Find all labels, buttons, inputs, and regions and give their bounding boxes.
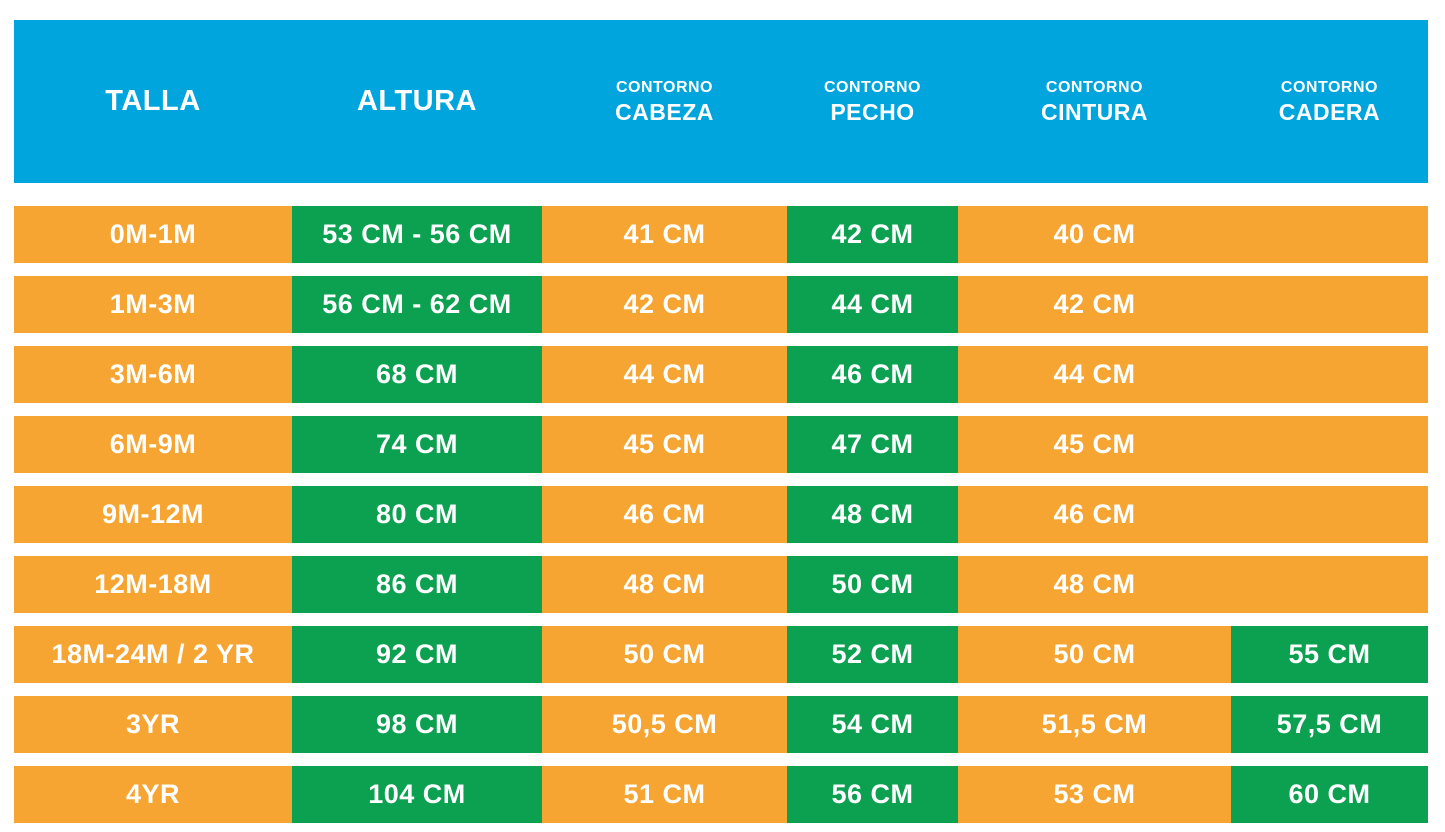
table-cell-50-cm: 50 CM xyxy=(541,626,787,683)
table-cell-54-cm: 54 CM xyxy=(787,696,958,753)
table-cell-empty xyxy=(1230,206,1428,263)
table-cell-104-cm: 104 CM xyxy=(291,766,542,823)
column-header-label: PECHO xyxy=(830,99,915,126)
table-cell-0m-1m: 0M-1M xyxy=(14,206,292,263)
column-header-label: CADERA xyxy=(1278,99,1381,126)
table-cell-1m-3m: 1M-3M xyxy=(14,276,292,333)
table-header-row: TALLA ALTURA CONTORNO CABEZA CONTORNO PECHO CO… xyxy=(14,20,1428,183)
table-cell-68-cm: 68 CM xyxy=(291,346,542,403)
table-cell-empty xyxy=(1230,346,1428,403)
table-cell-80-cm: 80 CM xyxy=(291,486,542,543)
column-header-label: TALLA xyxy=(105,84,201,117)
table-cell-50-cm: 50 CM xyxy=(787,556,958,613)
table-cell-52-cm: 52 CM xyxy=(787,626,958,683)
table-body: 0M-1M 53 CM - 56 CM 41 CM 42 CM 40 CM 1M-3M 56… xyxy=(14,206,1428,823)
table-cell-57-5-cm: 57,5 CM xyxy=(1230,696,1428,753)
table-cell-44-cm: 44 CM xyxy=(541,346,787,403)
column-header-top-label: CONTORNO xyxy=(823,79,921,97)
table-cell-50-cm: 50 CM xyxy=(957,626,1231,683)
table-cell-3m-6m: 3M-6M xyxy=(14,346,292,403)
table-cell-6m-9m: 6M-9M xyxy=(14,416,292,473)
table-row: 4YR 104 CM 51 CM 56 CM 53 CM 60 CM xyxy=(14,766,1428,823)
table-cell-98-cm: 98 CM xyxy=(291,696,542,753)
column-header-talla: TALLA xyxy=(14,20,292,183)
table-cell-45-cm: 45 CM xyxy=(541,416,787,473)
table-cell-48-cm: 48 CM xyxy=(787,486,958,543)
table-row: 0M-1M 53 CM - 56 CM 41 CM 42 CM 40 CM xyxy=(14,206,1428,263)
table-cell-60-cm: 60 CM xyxy=(1230,766,1428,823)
table-cell-46-cm: 46 CM xyxy=(787,346,958,403)
table-cell-12m-18m: 12M-18M xyxy=(14,556,292,613)
column-header-pecho: CONTORNO PECHO xyxy=(787,20,958,183)
table-cell-46-cm: 46 CM xyxy=(541,486,787,543)
table-cell-empty xyxy=(1230,416,1428,473)
column-header-label: CABEZA xyxy=(615,99,714,126)
column-header-top-label: CONTORNO xyxy=(615,79,713,97)
table-cell-42-cm: 42 CM xyxy=(957,276,1231,333)
table-cell-18m-24m-2-yr: 18M-24M / 2 YR xyxy=(14,626,292,683)
column-header-altura: ALTURA xyxy=(292,20,542,183)
column-header-top-label: CONTORNO xyxy=(1045,79,1143,97)
table-cell-42-cm: 42 CM xyxy=(787,206,958,263)
table-cell-9m-12m: 9M-12M xyxy=(14,486,292,543)
table-cell-53-cm-56-cm: 53 CM - 56 CM xyxy=(291,206,542,263)
size-chart-table: TALLA ALTURA CONTORNO CABEZA CONTORNO PECHO CO… xyxy=(14,20,1428,823)
table-cell-3yr: 3YR xyxy=(14,696,292,753)
column-header-top-label: CONTORNO xyxy=(1280,79,1378,97)
table-row: 12M-18M 86 CM 48 CM 50 CM 48 CM xyxy=(14,556,1428,613)
table-cell-46-cm: 46 CM xyxy=(957,486,1231,543)
column-header-label: ALTURA xyxy=(356,84,477,117)
column-header-cabeza: CONTORNO CABEZA xyxy=(542,20,787,183)
table-cell-41-cm: 41 CM xyxy=(541,206,787,263)
table-row: 3M-6M 68 CM 44 CM 46 CM 44 CM xyxy=(14,346,1428,403)
table-cell-44-cm: 44 CM xyxy=(787,276,958,333)
table-cell-53-cm: 53 CM xyxy=(957,766,1231,823)
table-cell-74-cm: 74 CM xyxy=(291,416,542,473)
table-cell-50-5-cm: 50,5 CM xyxy=(541,696,787,753)
table-cell-40-cm: 40 CM xyxy=(957,206,1231,263)
table-row: 3YR 98 CM 50,5 CM 54 CM 51,5 CM 57,5 CM xyxy=(14,696,1428,753)
table-cell-51-cm: 51 CM xyxy=(541,766,787,823)
table-row: 18M-24M / 2 YR 92 CM 50 CM 52 CM 50 CM 55 CM xyxy=(14,626,1428,683)
table-cell-42-cm: 42 CM xyxy=(541,276,787,333)
table-row: 9M-12M 80 CM 46 CM 48 CM 46 CM xyxy=(14,486,1428,543)
table-cell-51-5-cm: 51,5 CM xyxy=(957,696,1231,753)
table-row: 6M-9M 74 CM 45 CM 47 CM 45 CM xyxy=(14,416,1428,473)
table-cell-56-cm: 56 CM xyxy=(787,766,958,823)
table-cell-55-cm: 55 CM xyxy=(1230,626,1428,683)
table-row: 1M-3M 56 CM - 62 CM 42 CM 44 CM 42 CM xyxy=(14,276,1428,333)
table-cell-47-cm: 47 CM xyxy=(787,416,958,473)
table-cell-empty xyxy=(1230,556,1428,613)
column-header-cadera: CONTORNO CADERA xyxy=(1231,20,1428,183)
table-cell-48-cm: 48 CM xyxy=(541,556,787,613)
table-cell-45-cm: 45 CM xyxy=(957,416,1231,473)
column-header-cintura: CONTORNO CINTURA xyxy=(958,20,1231,183)
column-header-label: CINTURA xyxy=(1040,99,1148,126)
table-cell-empty xyxy=(1230,276,1428,333)
table-cell-86-cm: 86 CM xyxy=(291,556,542,613)
table-cell-92-cm: 92 CM xyxy=(291,626,542,683)
table-cell-56-cm-62-cm: 56 CM - 62 CM xyxy=(291,276,542,333)
table-cell-empty xyxy=(1230,486,1428,543)
table-cell-48-cm: 48 CM xyxy=(957,556,1231,613)
table-cell-44-cm: 44 CM xyxy=(957,346,1231,403)
table-cell-4yr: 4YR xyxy=(14,766,292,823)
